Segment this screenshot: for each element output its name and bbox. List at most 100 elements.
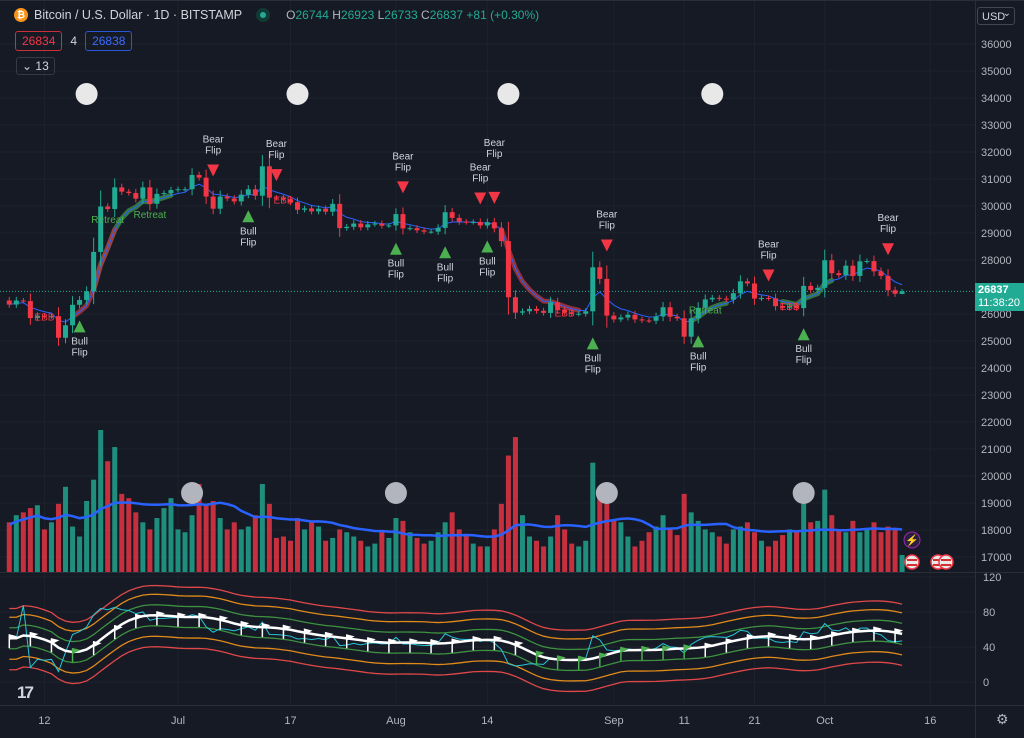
volume-bar — [70, 526, 76, 572]
volume-bar — [681, 493, 687, 572]
label-line: Bull — [240, 226, 257, 237]
candle-body — [688, 318, 694, 337]
volume-bar — [449, 512, 455, 572]
flag-icon — [325, 632, 334, 639]
volume-bar — [6, 522, 12, 572]
volume-bar — [730, 529, 736, 572]
candle-body — [878, 271, 884, 276]
candle-body — [358, 223, 364, 228]
band-upper-outer — [9, 584, 903, 631]
price-tick: 22000 — [981, 417, 1012, 429]
bear-flip-label: Bear Flip — [484, 138, 506, 160]
volume-ma-line — [8, 501, 903, 539]
candle-body — [702, 299, 708, 308]
candle-body — [639, 319, 645, 321]
candle-body — [414, 228, 420, 231]
volume-bar — [618, 522, 624, 572]
candle-body — [751, 283, 757, 299]
currency-select[interactable]: USD — [977, 5, 1015, 25]
flag-icon — [262, 623, 271, 630]
label-line: Bear — [596, 209, 618, 220]
symbol-title[interactable]: Bitcoin / U.S. Dollar · 1D · BITSTAMP — [34, 8, 243, 22]
candle-body — [63, 325, 69, 338]
bear-flip-label: Bear Flip — [203, 134, 225, 156]
flag-icon — [51, 638, 60, 645]
volume-bar — [77, 536, 83, 572]
settings-icon[interactable]: ⚙ — [996, 711, 1009, 727]
bear-flip-triangle — [396, 181, 409, 194]
candle-body — [323, 208, 329, 212]
band-upper-mid — [9, 593, 903, 640]
candle-body — [112, 187, 118, 209]
volume-bar — [41, 529, 47, 572]
volume-bar — [583, 540, 589, 572]
price-tick: 29000 — [981, 228, 1012, 240]
event-marker — [286, 83, 309, 105]
time-tick: Sep — [604, 715, 624, 727]
candle-body — [435, 227, 441, 232]
volume-bar — [302, 529, 308, 572]
bear-flip-triangle — [488, 191, 501, 204]
label-line: Flip — [479, 268, 496, 279]
volume-bar — [252, 515, 258, 572]
bull-flip-label: Bull Flip — [584, 353, 601, 375]
candle-body — [892, 290, 898, 294]
tradingview-logo[interactable]: 17 — [17, 683, 34, 702]
volume-bar — [55, 503, 61, 572]
volume-bar — [98, 430, 104, 572]
indicators-toggle[interactable]: ⌄ 13 — [16, 57, 55, 75]
label-line: Bull — [479, 257, 496, 268]
flag-icon — [684, 644, 693, 651]
volume-bar — [63, 486, 69, 572]
volume-bar — [688, 512, 694, 572]
candle-body — [140, 187, 146, 199]
candle-body — [168, 190, 174, 194]
candle-body — [407, 228, 413, 230]
candle-body — [737, 281, 743, 294]
flag-icon — [557, 655, 566, 662]
volume-bar — [787, 529, 793, 572]
volume-bar — [84, 501, 90, 572]
volume-bar — [667, 529, 673, 572]
volume-bar — [611, 520, 617, 572]
candle-body — [787, 305, 793, 308]
volume-bar — [210, 501, 216, 572]
volume-bar — [309, 520, 315, 572]
flag-icon — [283, 624, 292, 631]
time-tick: Oct — [816, 715, 833, 727]
oscillator-tick: 80 — [983, 607, 995, 619]
flag-icon — [515, 640, 524, 647]
label-line: Flip — [599, 220, 616, 231]
flag-icon — [852, 627, 861, 634]
bull-flip-label: Bull Flip — [690, 351, 707, 373]
flag-icon — [346, 634, 355, 641]
candle-body — [562, 309, 568, 313]
candle-body — [154, 193, 160, 204]
candle-body — [273, 197, 279, 199]
candle-body — [91, 251, 97, 292]
bull-flip-triangle — [439, 246, 452, 259]
candle-body — [850, 265, 856, 276]
candle-body — [730, 293, 736, 300]
bull-flip-triangle — [481, 240, 494, 253]
volume-bar — [751, 532, 757, 572]
candle-body — [351, 223, 357, 227]
sell-button[interactable]: 26834 — [15, 31, 63, 51]
candle-body — [98, 206, 104, 252]
candle-body — [27, 301, 33, 319]
candle-body — [695, 307, 701, 319]
volume-bar — [154, 518, 160, 572]
buy-button[interactable]: 26838 — [85, 31, 133, 51]
volume-bar — [203, 503, 209, 572]
annotation-label: EBB — [273, 195, 293, 206]
dividend-marker — [792, 482, 815, 504]
volume-bar — [245, 526, 251, 572]
flag-icon — [578, 655, 587, 662]
annotation-label: Retreat — [133, 210, 166, 221]
volume-bar — [428, 540, 434, 572]
volume-bar — [864, 529, 870, 572]
candle-body — [477, 221, 483, 226]
candle-body — [822, 260, 828, 288]
volume-bar — [737, 526, 743, 572]
